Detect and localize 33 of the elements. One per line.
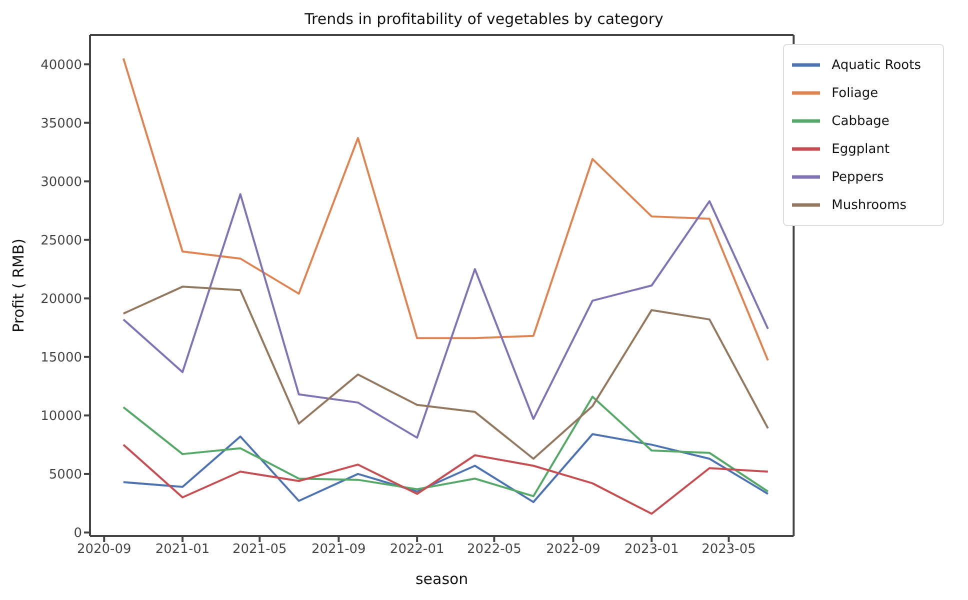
y-tick-label: 30000 xyxy=(40,174,82,190)
x-axis-title: season xyxy=(415,570,468,588)
legend-label: Peppers xyxy=(832,170,884,185)
y-tick-label: 15000 xyxy=(40,350,82,366)
y-tick-label: 40000 xyxy=(40,58,82,73)
x-tick-label: 2022-01 xyxy=(390,542,444,558)
y-tick-label: 25000 xyxy=(40,233,82,248)
x-tick-label: 2023-01 xyxy=(624,542,679,558)
x-tick-label: 2020-09 xyxy=(76,542,132,558)
y-tick-label: 35000 xyxy=(40,116,82,132)
legend-label: Mushrooms xyxy=(832,198,907,213)
legend-label: Aquatic Roots xyxy=(832,58,921,73)
legend-label: Eggplant xyxy=(832,142,890,157)
x-tick-label: 2021-09 xyxy=(312,542,366,558)
line-series xyxy=(122,396,769,498)
x-tick-label: 2021-01 xyxy=(155,542,210,558)
line-series xyxy=(122,444,769,515)
y-axis-title: Profit ( RMB) xyxy=(9,238,28,333)
legend-label: Cabbage xyxy=(832,114,890,129)
y-tick-label: 10000 xyxy=(40,409,82,424)
x-tick-label: 2021-05 xyxy=(232,542,287,558)
x-tick-label: 2022-09 xyxy=(546,542,600,558)
x-tick-label: 2023-05 xyxy=(702,542,756,558)
y-tick-label: 0 xyxy=(74,526,82,542)
x-tick-label: 2022-05 xyxy=(467,542,522,558)
line-series xyxy=(122,193,769,439)
y-tick-label: 20000 xyxy=(40,292,82,307)
y-tick-label: 5000 xyxy=(48,468,82,483)
line-series xyxy=(122,433,769,504)
line-series xyxy=(122,57,769,362)
legend-label: Foliage xyxy=(832,86,878,101)
line-series xyxy=(122,286,769,460)
chart-title: Trends in profitability of vegetables by category xyxy=(304,9,664,30)
